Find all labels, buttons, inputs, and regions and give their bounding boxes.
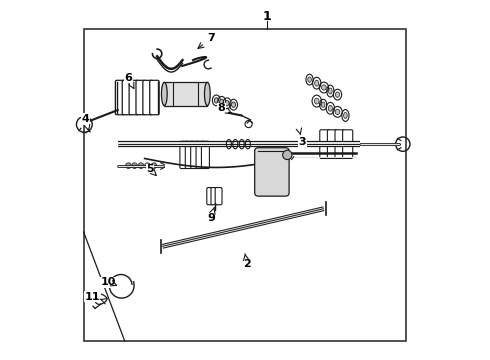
FancyBboxPatch shape bbox=[122, 80, 132, 115]
Ellipse shape bbox=[321, 102, 325, 107]
Text: 9: 9 bbox=[207, 213, 215, 222]
FancyBboxPatch shape bbox=[343, 130, 353, 158]
FancyBboxPatch shape bbox=[207, 188, 214, 205]
FancyBboxPatch shape bbox=[115, 80, 125, 115]
Ellipse shape bbox=[225, 100, 229, 106]
Circle shape bbox=[138, 163, 144, 168]
FancyBboxPatch shape bbox=[211, 188, 218, 205]
Ellipse shape bbox=[232, 102, 236, 107]
FancyBboxPatch shape bbox=[143, 80, 152, 115]
Text: 2: 2 bbox=[243, 259, 251, 269]
FancyBboxPatch shape bbox=[215, 188, 222, 205]
FancyBboxPatch shape bbox=[201, 141, 209, 168]
Ellipse shape bbox=[204, 82, 210, 105]
Ellipse shape bbox=[214, 98, 218, 103]
Circle shape bbox=[132, 163, 137, 168]
Ellipse shape bbox=[321, 85, 326, 90]
Text: 6: 6 bbox=[124, 73, 132, 83]
FancyBboxPatch shape bbox=[196, 141, 204, 168]
FancyBboxPatch shape bbox=[185, 141, 193, 168]
FancyBboxPatch shape bbox=[129, 80, 139, 115]
Ellipse shape bbox=[220, 99, 223, 104]
Circle shape bbox=[151, 163, 157, 168]
Text: 10: 10 bbox=[101, 277, 117, 287]
FancyBboxPatch shape bbox=[327, 130, 338, 158]
Bar bbox=[164, 82, 207, 105]
Ellipse shape bbox=[336, 92, 340, 97]
Ellipse shape bbox=[335, 109, 340, 114]
FancyBboxPatch shape bbox=[180, 141, 188, 168]
Circle shape bbox=[125, 163, 131, 168]
Ellipse shape bbox=[329, 88, 332, 94]
Text: 4: 4 bbox=[81, 114, 89, 124]
FancyBboxPatch shape bbox=[136, 80, 146, 115]
Text: 7: 7 bbox=[207, 33, 215, 43]
Text: 5: 5 bbox=[146, 164, 154, 174]
Ellipse shape bbox=[315, 98, 319, 104]
FancyBboxPatch shape bbox=[191, 141, 198, 168]
Text: 11: 11 bbox=[85, 292, 100, 302]
Ellipse shape bbox=[315, 80, 319, 86]
Text: 1: 1 bbox=[262, 10, 271, 23]
FancyBboxPatch shape bbox=[150, 80, 159, 115]
FancyBboxPatch shape bbox=[335, 130, 345, 158]
Text: 3: 3 bbox=[298, 138, 306, 147]
FancyBboxPatch shape bbox=[255, 148, 289, 196]
Ellipse shape bbox=[308, 77, 311, 82]
Circle shape bbox=[145, 163, 150, 168]
Text: 8: 8 bbox=[218, 103, 225, 113]
Ellipse shape bbox=[343, 112, 347, 118]
Ellipse shape bbox=[161, 82, 167, 105]
Circle shape bbox=[283, 150, 292, 159]
FancyBboxPatch shape bbox=[320, 130, 330, 158]
Ellipse shape bbox=[328, 105, 332, 111]
